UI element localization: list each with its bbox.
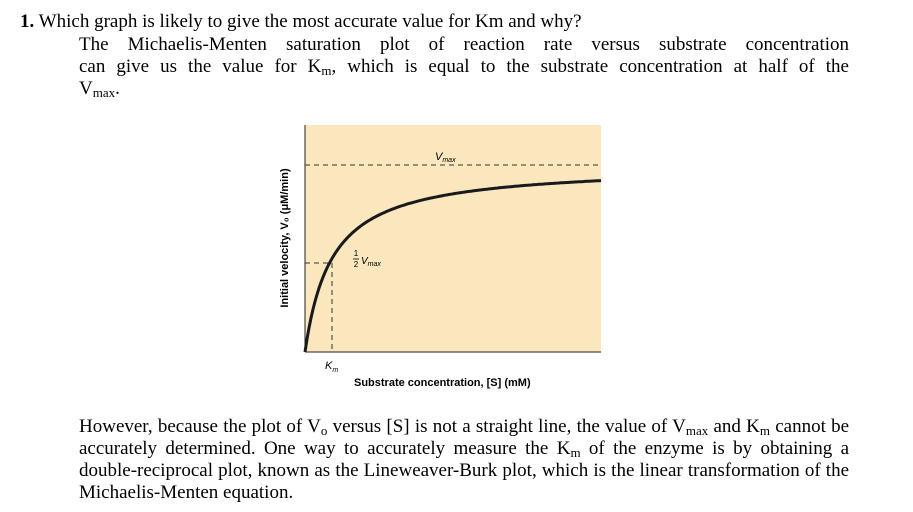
intro-line-1: The Michaelis-Menten saturation plot of …: [79, 34, 849, 55]
svg-text:1: 1: [354, 249, 359, 258]
intro-line-3-text: V: [79, 78, 93, 99]
x-axis-label: Substrate concentration, [S] (mM): [354, 377, 531, 389]
paragraph-conclusion: However, because the plot of Vo versus […: [79, 416, 849, 504]
svg-text:Vmax: Vmax: [361, 256, 381, 268]
conclusion-text-2: versus [S] is not a straight line, the v…: [327, 416, 686, 437]
intro-line-3-rest: .: [115, 78, 120, 99]
saturation-curve: [303, 179, 602, 353]
v0-subscript: o: [320, 423, 328, 438]
conclusion-text-3: and K: [708, 416, 760, 437]
question-number: 1.: [20, 11, 35, 32]
question-text: Which graph is likely to give the most a…: [38, 11, 582, 32]
question-line: 1. Which graph is likely to give the mos…: [20, 11, 582, 33]
half-vmax-label: 1 2 Vmax: [353, 249, 381, 269]
km-subscript: m: [321, 63, 332, 78]
vmax-label: Vmax: [435, 151, 456, 164]
km-subscript-3: m: [570, 445, 581, 460]
km-subscript-2: m: [759, 423, 770, 438]
paragraph-intro: The Michaelis-Menten saturation plot of …: [79, 34, 849, 100]
intro-line-2-text: can give us the value for K: [79, 56, 322, 77]
michaelis-menten-figure: Vmax 1 2 Vmax Km Substrate concentration…: [270, 118, 610, 398]
intro-line-2: can give us the value for Km, which is e…: [79, 56, 849, 78]
intro-line-3: Vmax.: [79, 78, 849, 100]
conclusion-text-5: of the enzyme is by obtaining a double-r…: [79, 438, 849, 503]
vmax-subscript-2: max: [685, 423, 709, 438]
km-label: Km: [325, 360, 338, 374]
y-axis-label: Initial velocity, V₀ (μM/min): [279, 168, 291, 308]
conclusion-text-4: cannot be accurately determined. One way…: [79, 416, 850, 459]
conclusion-text-1: However, because the plot of V: [79, 416, 321, 437]
intro-line-2-rest: , which is equal to the substrate concen…: [331, 56, 849, 77]
svg-text:2: 2: [354, 260, 359, 269]
vmax-subscript: max: [92, 85, 116, 100]
plot-background: [305, 125, 601, 352]
figure-svg: Vmax 1 2 Vmax Km Substrate concentration…: [279, 125, 602, 389]
